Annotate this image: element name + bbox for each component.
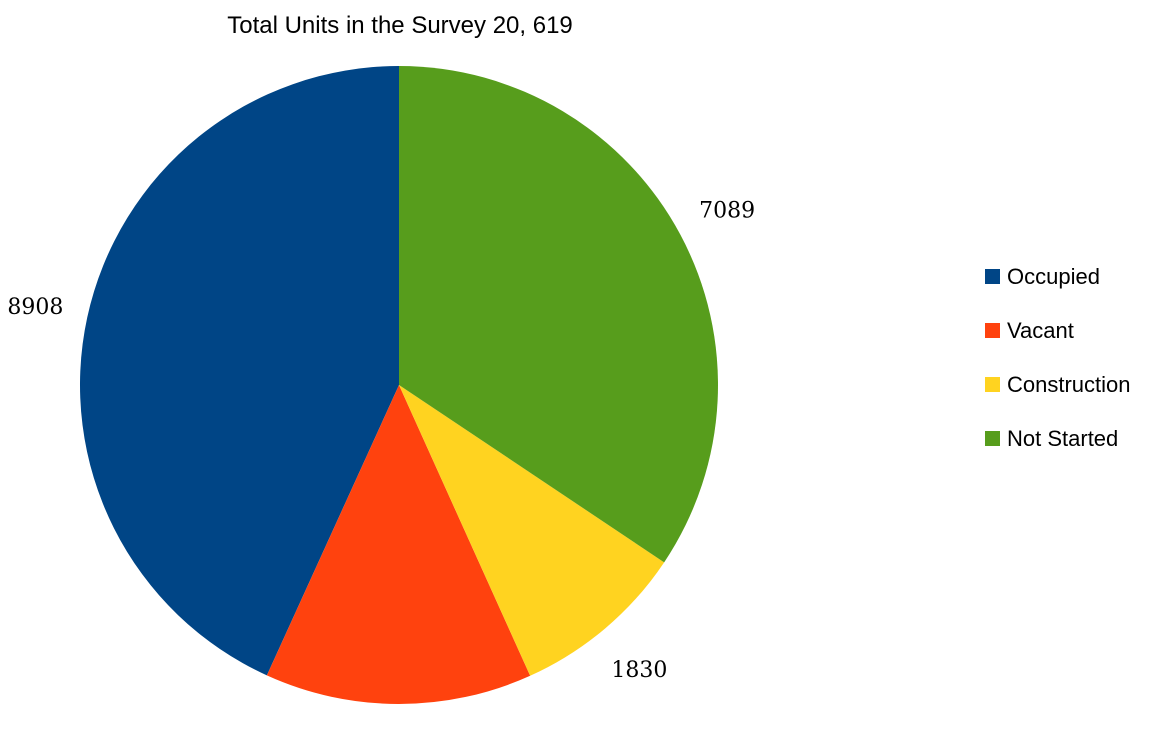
data-label-construction: 1830 [611, 658, 667, 683]
legend-item-not-started: Not Started [985, 425, 1131, 452]
legend-label-occupied: Occupied [1007, 263, 1100, 289]
pie-slice-not-started [399, 66, 719, 563]
pie-slice-vacant [266, 385, 531, 705]
legend-swatch-occupied [985, 269, 1000, 284]
legend-label-not-started: Not Started [1007, 425, 1119, 451]
legend-label-vacant: Vacant [1007, 317, 1074, 343]
pie-slices [79, 66, 719, 705]
legend-swatch-vacant [985, 323, 1000, 338]
pie-slice-occupied [79, 66, 400, 676]
pie-data-labels: 8908279218307089 [7, 199, 755, 683]
chart-legend: Occupied Vacant Construction Not Started [985, 263, 1131, 452]
legend-label-construction: Construction [1007, 371, 1131, 397]
chart-title: Total Units in the Survey 20, 619 [227, 12, 573, 39]
legend-item-construction: Construction [985, 371, 1131, 398]
legend-swatch-construction [985, 377, 1000, 392]
legend-item-vacant: Vacant [985, 317, 1131, 344]
data-label-not-started: 7089 [699, 199, 755, 224]
legend-item-occupied: Occupied [985, 263, 1131, 290]
pie-slice-construction [399, 385, 665, 676]
data-label-occupied: 8908 [7, 295, 63, 320]
legend-swatch-not-started [985, 431, 1000, 446]
